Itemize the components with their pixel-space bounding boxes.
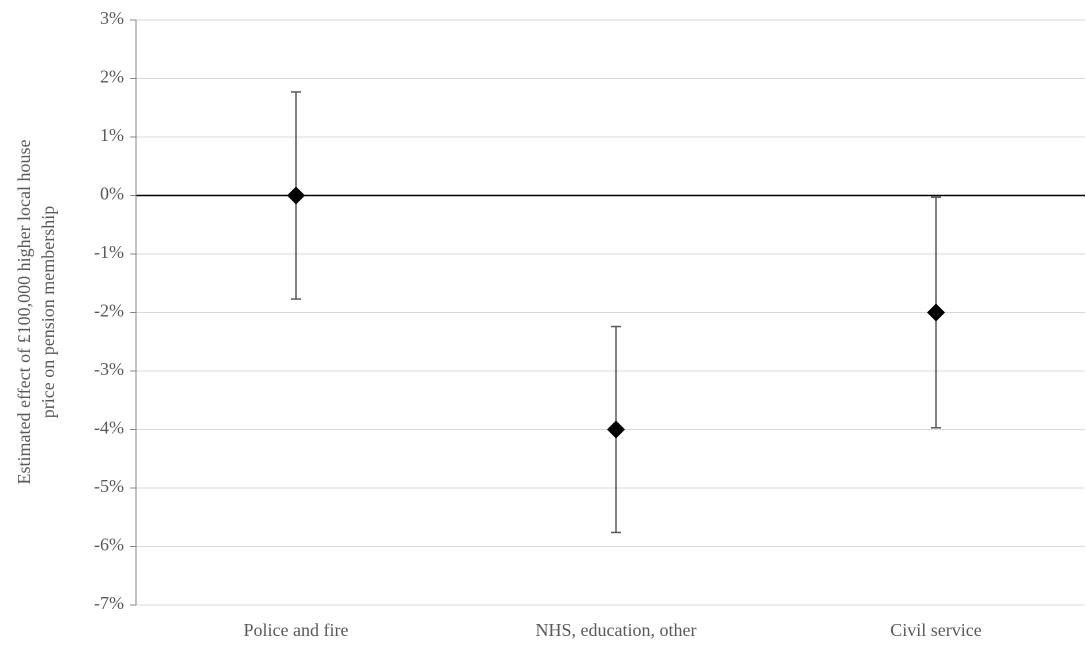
y-axis-label: Estimated effect of £100,000 higher loca… [14, 139, 34, 484]
y-tick-label: 1% [100, 125, 124, 145]
y-tick-label: -1% [94, 242, 124, 262]
y-tick-label: -5% [94, 476, 124, 496]
x-tick-label: Civil service [890, 620, 981, 640]
y-axis-label: price on pension membership [38, 206, 58, 418]
y-tick-label: -2% [94, 301, 124, 321]
marker [927, 303, 945, 322]
marker [607, 420, 625, 439]
x-tick-label: Police and fire [244, 620, 349, 640]
y-tick-label: -3% [94, 359, 124, 379]
y-tick-label: -4% [94, 418, 124, 438]
y-tick-label: 2% [100, 67, 124, 87]
x-tick-label: NHS, education, other [536, 620, 697, 640]
y-tick-label: -6% [94, 535, 124, 555]
marker [287, 186, 305, 205]
y-tick-label: -7% [94, 593, 124, 613]
y-tick-label: 0% [100, 184, 124, 204]
y-tick-label: 3% [100, 8, 124, 28]
